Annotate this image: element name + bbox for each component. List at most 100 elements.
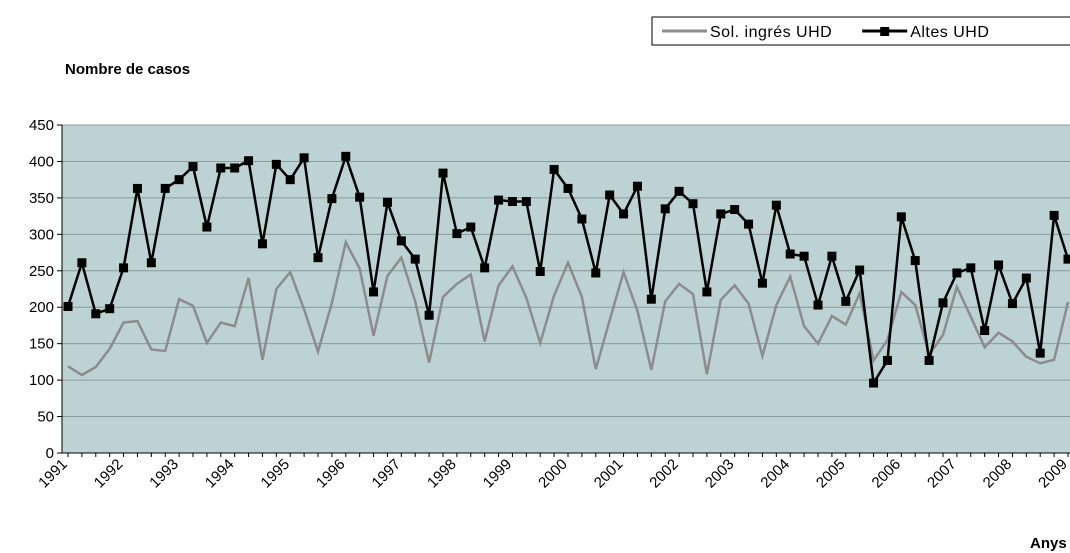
legend-label: Altes UHD	[910, 24, 989, 41]
marker	[827, 251, 837, 261]
marker	[466, 222, 476, 232]
marker	[1007, 299, 1017, 309]
marker	[521, 197, 531, 207]
marker	[757, 278, 767, 288]
marker	[188, 162, 198, 172]
marker	[424, 310, 434, 320]
x-tick-label: 2007	[924, 456, 960, 492]
x-tick-label: 1992	[91, 456, 127, 492]
marker	[285, 175, 295, 185]
marker	[257, 239, 267, 249]
marker	[855, 265, 865, 275]
y-tick-label: 50	[37, 409, 54, 426]
legend-box	[651, 16, 1070, 46]
marker	[591, 268, 601, 278]
y-tick-label: 300	[29, 226, 54, 243]
marker	[994, 260, 1004, 270]
marker	[271, 159, 281, 169]
marker	[966, 263, 976, 273]
marker	[841, 296, 851, 306]
x-tick-label: 1995	[257, 456, 293, 492]
marker	[716, 209, 726, 219]
x-tick-label: 2008	[980, 456, 1016, 492]
legend-label: Sol. ingrés UHD	[710, 24, 832, 41]
marker	[77, 258, 87, 268]
marker	[507, 197, 517, 207]
y-tick-label: 450	[29, 117, 54, 134]
marker	[1035, 348, 1045, 358]
marker	[646, 294, 656, 304]
marker	[341, 151, 351, 161]
x-tick-label: 1997	[369, 456, 405, 492]
marker	[132, 183, 142, 193]
x-tick-label: 2006	[869, 456, 905, 492]
y-tick-label: 0	[46, 445, 54, 462]
x-axis-title: Anys	[1030, 535, 1067, 552]
marker	[896, 212, 906, 222]
y-tick-label: 100	[29, 372, 54, 389]
y-tick-label: 400	[29, 153, 54, 170]
marker	[119, 263, 129, 273]
marker	[438, 168, 448, 178]
marker	[396, 236, 406, 246]
x-tick-label: 2003	[702, 456, 738, 492]
marker	[63, 301, 73, 311]
marker	[744, 219, 754, 229]
marker	[563, 183, 573, 193]
marker	[660, 204, 670, 214]
marker	[799, 251, 809, 261]
marker	[730, 205, 740, 215]
marker	[91, 309, 101, 319]
marker	[216, 163, 226, 173]
marker	[688, 199, 698, 209]
marker	[160, 183, 170, 193]
marker	[299, 153, 309, 163]
marker	[1021, 273, 1031, 283]
marker	[813, 300, 823, 310]
y-tick-label: 350	[29, 190, 54, 207]
x-tick-label: 1998	[424, 456, 460, 492]
y-axis-title: Nombre de casos	[65, 61, 190, 78]
marker	[882, 355, 892, 365]
marker	[674, 186, 684, 196]
marker	[869, 378, 879, 388]
y-tick-label: 150	[29, 336, 54, 353]
marker	[230, 163, 240, 173]
marker	[785, 249, 795, 259]
marker	[605, 190, 615, 200]
x-tick-label: 2004	[757, 456, 793, 492]
y-tick-label: 200	[29, 299, 54, 316]
x-tick-label: 1991	[35, 456, 71, 492]
x-tick-label: 1994	[202, 456, 238, 492]
marker	[549, 164, 559, 174]
marker	[632, 181, 642, 191]
x-tick-label: 2005	[813, 456, 849, 492]
marker	[1063, 254, 1070, 264]
marker	[146, 258, 156, 268]
x-tick-label: 2000	[535, 456, 571, 492]
marker	[771, 200, 781, 210]
marker	[313, 253, 323, 263]
marker	[410, 254, 420, 264]
marker	[244, 156, 254, 166]
marker	[619, 209, 629, 219]
marker	[924, 355, 934, 365]
marker	[938, 298, 948, 308]
marker	[452, 229, 462, 239]
x-tick-label: 2009	[1035, 456, 1070, 492]
legend-marker	[880, 27, 890, 36]
marker	[369, 287, 379, 297]
marker	[355, 192, 365, 202]
x-tick-label: 1999	[480, 456, 516, 492]
marker	[980, 326, 990, 336]
marker	[327, 194, 337, 204]
x-tick-label: 1996	[313, 456, 349, 492]
x-tick-label: 2002	[646, 456, 682, 492]
series-line	[67, 238, 1070, 377]
marker	[494, 195, 504, 205]
marker	[382, 197, 392, 207]
marker	[105, 304, 115, 314]
marker	[1049, 210, 1059, 220]
x-tick-label: 1993	[146, 456, 182, 492]
